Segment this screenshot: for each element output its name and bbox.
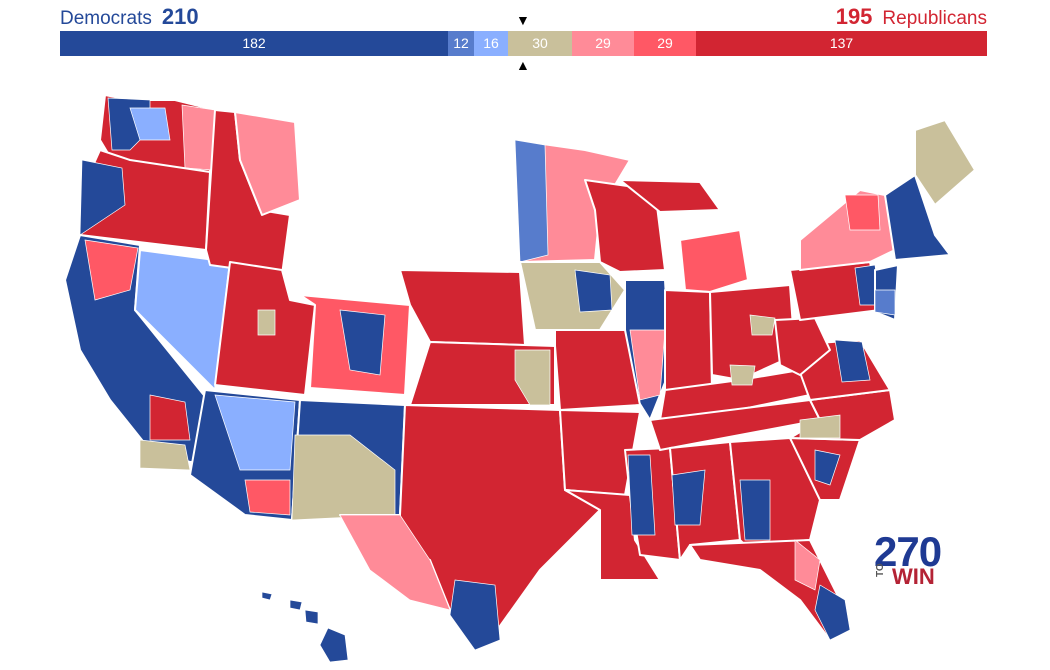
tally-segment-likely-dem[interactable]: 12 (448, 31, 474, 56)
tally-segment-leans-rep[interactable]: 29 (572, 31, 634, 56)
district-ca-south-tossup[interactable] (140, 440, 190, 470)
270towin-logo[interactable]: 270 TO WIN (874, 530, 954, 592)
tally-segment-safe-dem[interactable]: 182 (60, 31, 448, 56)
district-ca-central[interactable] (150, 395, 190, 440)
district-oh-tossup[interactable] (750, 315, 775, 335)
logo-win: WIN (892, 564, 935, 590)
republicans-count: 195 (836, 4, 873, 29)
district-ny-red[interactable] (845, 195, 880, 230)
democrats-count: 210 (162, 4, 199, 29)
district-fl-south-dem[interactable] (815, 585, 850, 640)
tally-segment-safe-rep[interactable]: 137 (696, 31, 987, 56)
district-ms-dem[interactable] (628, 455, 655, 535)
state-michigan[interactable] (680, 230, 748, 292)
tally-segment-likely-rep[interactable]: 29 (634, 31, 696, 56)
hawaii-kauai[interactable] (262, 592, 272, 600)
republicans-label: Republicans (882, 8, 987, 29)
hawaii-maui[interactable] (305, 610, 318, 624)
district-ga-dem[interactable] (740, 480, 770, 540)
democrats-label: Democrats (60, 8, 152, 29)
republicans-total: 195 Republicans (836, 4, 987, 30)
democrats-total: Democrats 210 (60, 4, 199, 30)
district-ia-dem[interactable] (575, 270, 612, 312)
state-maine[interactable] (915, 120, 975, 205)
district-wa-east[interactable] (182, 105, 215, 170)
hawaii-big-island[interactable] (320, 628, 348, 662)
district-al-dem[interactable] (672, 470, 705, 525)
tally-segment-tossup[interactable]: 30 (508, 31, 572, 56)
district-mn-likely[interactable] (515, 140, 548, 262)
tally-segment-leans-dem[interactable]: 16 (474, 31, 508, 56)
hawaii-oahu[interactable] (290, 600, 302, 610)
seat-tally-bar: 1821216302929137 (60, 31, 987, 56)
district-ky-tossup[interactable] (730, 365, 755, 385)
state-colorado[interactable] (400, 270, 525, 345)
logo-to: TO (876, 563, 886, 577)
district-ut-tossup[interactable] (258, 310, 275, 335)
district-nj-lean[interactable] (875, 290, 895, 315)
district-tx-south-dem[interactable] (450, 580, 500, 650)
majority-marker-top: ▼ (516, 13, 530, 27)
district-az-south[interactable] (245, 480, 290, 515)
state-missouri[interactable] (555, 330, 640, 410)
